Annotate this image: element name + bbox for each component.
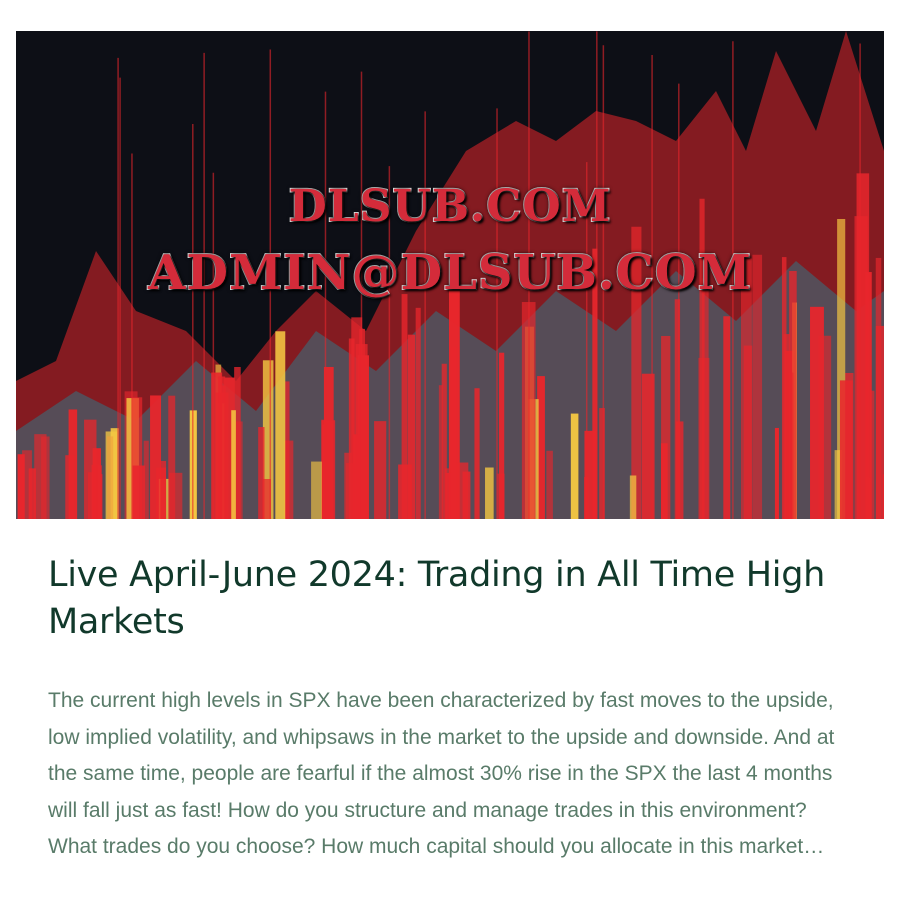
chart-bar [675,421,684,519]
chart-bar [150,395,162,519]
chart-bar [92,448,101,519]
chart-bar [323,366,334,519]
chart-bar [17,454,25,519]
chart-bar [485,467,494,519]
watermark-line1: DLSUB.COM [288,180,612,233]
chart-bar [474,388,480,519]
chart-bar [723,316,731,519]
chart-bar [143,440,149,519]
chart-bar [407,334,416,519]
chart-bar [584,430,597,519]
chart-bar [398,464,412,519]
chart-bar [97,465,102,519]
chart-bar [818,335,832,519]
chart-bar [875,257,882,519]
chart-bar [661,335,671,519]
post-excerpt: The current high levels in SPX have been… [48,689,835,859]
chart-bar [854,216,868,519]
chart-bar [451,347,457,519]
chart-bar [401,294,408,519]
chart-bar [262,478,271,519]
chart-bar [498,352,505,519]
chart-bar [132,397,143,519]
chart-bar [211,372,223,519]
chart-bar [865,477,871,519]
chart-bar [348,338,355,519]
chart-bar [275,331,286,519]
chart-bar [752,254,763,519]
chart-bar [311,461,322,519]
chart-bar [740,258,752,519]
chart-bar [445,472,456,519]
chart-bar [65,455,75,519]
chart-bar [462,471,471,519]
chart-bar [352,434,361,519]
watermark-line2: ADMIN@DLSUB.COM [147,244,752,302]
chart-bar [262,360,274,519]
chart-bar [105,431,118,519]
chart-bar [132,465,145,519]
chart-bar [674,299,681,519]
chart-bar [258,427,265,519]
market-chart-artwork [16,31,884,519]
chart-bar [865,272,872,519]
chart-bar [22,450,32,519]
chart-bar [537,376,545,519]
chart-bar [156,467,167,519]
chart-bar [629,475,637,519]
chart-bar [699,198,705,519]
chart-bar [774,427,779,519]
chart-bar [869,390,875,519]
chart-bar [599,408,605,519]
chart-bar [834,450,843,519]
chart-bar [231,410,236,519]
chart-bar [374,421,387,519]
chart-bar [546,450,553,519]
chart-bar [592,248,598,519]
chart-bar [284,381,290,519]
chart-bar [570,413,579,519]
chart-bar [839,380,853,519]
chart-bar [168,395,176,519]
chart-bar [224,377,235,519]
chart-bar [41,436,50,519]
chart-bar [789,270,797,519]
chart-bar [351,317,363,519]
chart-bar [84,419,97,519]
chart-bar [344,452,352,519]
chart-bar [441,363,447,519]
chart-bar [438,385,443,519]
chart-bar [781,257,787,519]
chart-bar [28,468,36,519]
chart-bar [234,367,241,519]
chart-bar [631,226,642,519]
chart-bar [837,218,846,519]
post-title[interactable]: Live April-June 2024: Trading in All Tim… [48,555,826,642]
chart-bar [415,307,421,519]
post-featured-image[interactable]: DLSUB.COM ADMIN@DLSUB.COM [16,31,884,519]
chart-bar [882,474,884,519]
